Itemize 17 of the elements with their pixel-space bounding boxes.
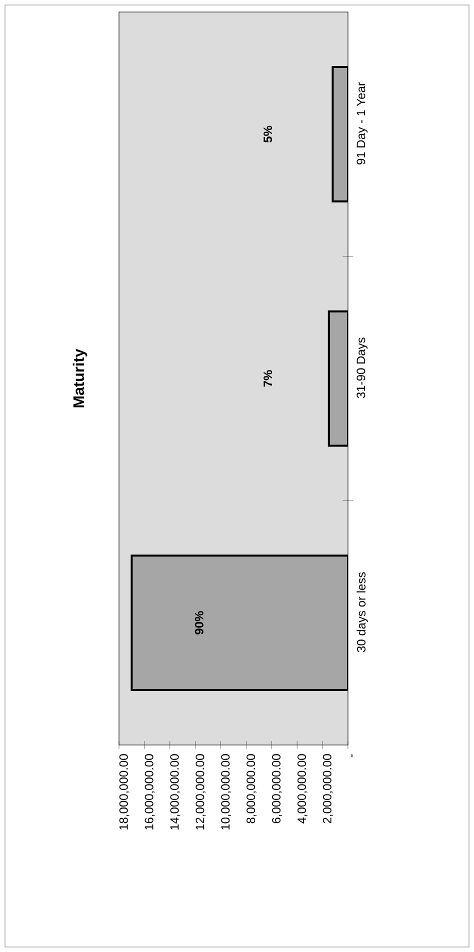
annotation: 7%	[264, 370, 272, 387]
x-tick-label: 16,000,000.00	[144, 754, 155, 830]
x-tick-label: 4,000,000.00	[297, 754, 308, 824]
x-tick-label: 8,000,000.00	[246, 754, 256, 824]
text: Maturity	[72, 348, 88, 408]
y-tick-label: 31-90 Days	[356, 338, 368, 398]
x-tick-label: 18,000,000.00	[119, 754, 130, 830]
x-tick-label: 6,000,000.00	[272, 754, 282, 824]
x-tick-label: -	[351, 754, 352, 758]
x-tick-label: 2,000,000.00	[322, 754, 333, 824]
annotation: 5%	[264, 126, 272, 142]
annotation: 90%	[194, 611, 204, 634]
x-tick-label: 14,000,000.00	[170, 754, 180, 830]
x-tick-label: 10,000,000.00	[221, 754, 232, 830]
y-tick-label: 30 days or less	[356, 572, 368, 652]
y-tick-label: 91 Day - 1 Year	[356, 82, 368, 164]
x-tick-label: 12,000,000.00	[196, 754, 206, 830]
